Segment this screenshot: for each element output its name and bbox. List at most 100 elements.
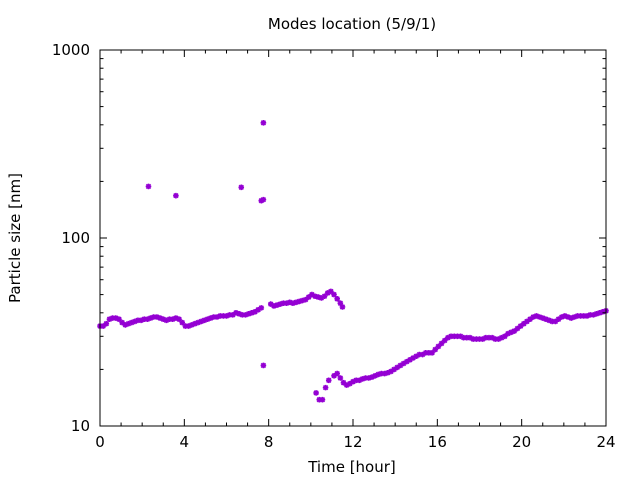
data-point [299, 297, 306, 304]
data-point [495, 336, 502, 342]
data-point [337, 375, 344, 381]
data-point [169, 316, 176, 322]
data-point [347, 380, 353, 387]
data-point [141, 316, 148, 322]
data-point [176, 316, 182, 322]
data-point [470, 336, 476, 342]
data-point [527, 316, 533, 322]
data-point [252, 308, 258, 315]
data-point [138, 317, 144, 324]
data-point [353, 377, 359, 384]
data-point [122, 322, 129, 328]
data-point [593, 311, 600, 317]
data-point [230, 312, 236, 318]
data-point [476, 336, 483, 342]
data-point [135, 317, 141, 324]
y-tick-label: 100 [61, 229, 90, 247]
data-point [173, 192, 179, 199]
data-point [343, 382, 350, 388]
data-point [372, 372, 378, 379]
data-point [359, 376, 366, 382]
data-point [413, 353, 420, 360]
data-point [154, 314, 160, 320]
data-point [271, 303, 277, 309]
data-point [113, 315, 119, 321]
data-point [435, 343, 442, 350]
data-points [97, 119, 609, 403]
data-point [179, 319, 186, 326]
data-point [508, 329, 514, 336]
data-point [388, 368, 394, 375]
y-tick-label: 1000 [52, 41, 90, 59]
data-point [391, 366, 397, 373]
data-point [492, 336, 499, 342]
x-tick-label: 12 [343, 433, 362, 451]
data-point [214, 314, 220, 320]
data-point [331, 372, 337, 379]
data-point [100, 323, 106, 329]
data-point [356, 377, 363, 384]
data-point [590, 312, 597, 318]
data-point [125, 320, 132, 327]
data-point [258, 305, 265, 311]
data-point [195, 319, 201, 326]
data-point [489, 334, 495, 341]
data-point [394, 364, 401, 371]
data-point [536, 314, 543, 320]
data-point [249, 310, 255, 316]
data-point [384, 369, 391, 376]
data-point [467, 334, 473, 341]
data-point [502, 333, 508, 340]
data-point [198, 318, 204, 325]
data-point [160, 316, 167, 322]
data-point [128, 319, 135, 326]
data-point [555, 316, 562, 322]
data-point [486, 334, 492, 341]
x-tick-label: 16 [428, 433, 447, 451]
data-point [318, 295, 325, 301]
data-point [454, 333, 461, 340]
data-point [568, 315, 575, 321]
data-point [260, 119, 267, 126]
data-point [185, 323, 192, 329]
data-point [524, 318, 530, 325]
x-tick-label: 20 [512, 433, 531, 451]
data-point [188, 322, 195, 328]
data-point [483, 334, 489, 341]
data-point [574, 313, 581, 319]
data-point [577, 313, 584, 319]
data-point [369, 374, 375, 380]
data-point [596, 310, 603, 316]
data-point [166, 316, 173, 322]
data-point [429, 350, 435, 356]
data-point [517, 323, 524, 329]
data-point [157, 315, 163, 321]
data-point [562, 313, 568, 319]
data-point [313, 390, 319, 396]
data-point [106, 316, 113, 322]
data-point [163, 317, 170, 324]
data-point [192, 320, 198, 327]
data-point [238, 184, 245, 191]
data-point [204, 316, 211, 322]
data-point [321, 293, 328, 300]
data-point [286, 299, 293, 306]
x-tick-label: 8 [264, 433, 274, 451]
x-tick-label: 0 [95, 433, 105, 451]
data-point [277, 301, 284, 307]
data-point [260, 362, 267, 369]
x-axis-label: Time [hour] [307, 458, 396, 476]
data-point [296, 298, 303, 305]
data-point [546, 317, 552, 324]
data-point [302, 296, 309, 303]
data-point [337, 300, 344, 306]
x-tick-label: 24 [596, 433, 615, 451]
data-point [464, 334, 470, 341]
data-point [451, 333, 457, 340]
x-tick-label: 4 [180, 433, 190, 451]
data-point [173, 315, 179, 321]
data-point [182, 323, 189, 329]
data-point [432, 346, 439, 353]
data-point [283, 300, 290, 306]
data-point [533, 313, 540, 319]
